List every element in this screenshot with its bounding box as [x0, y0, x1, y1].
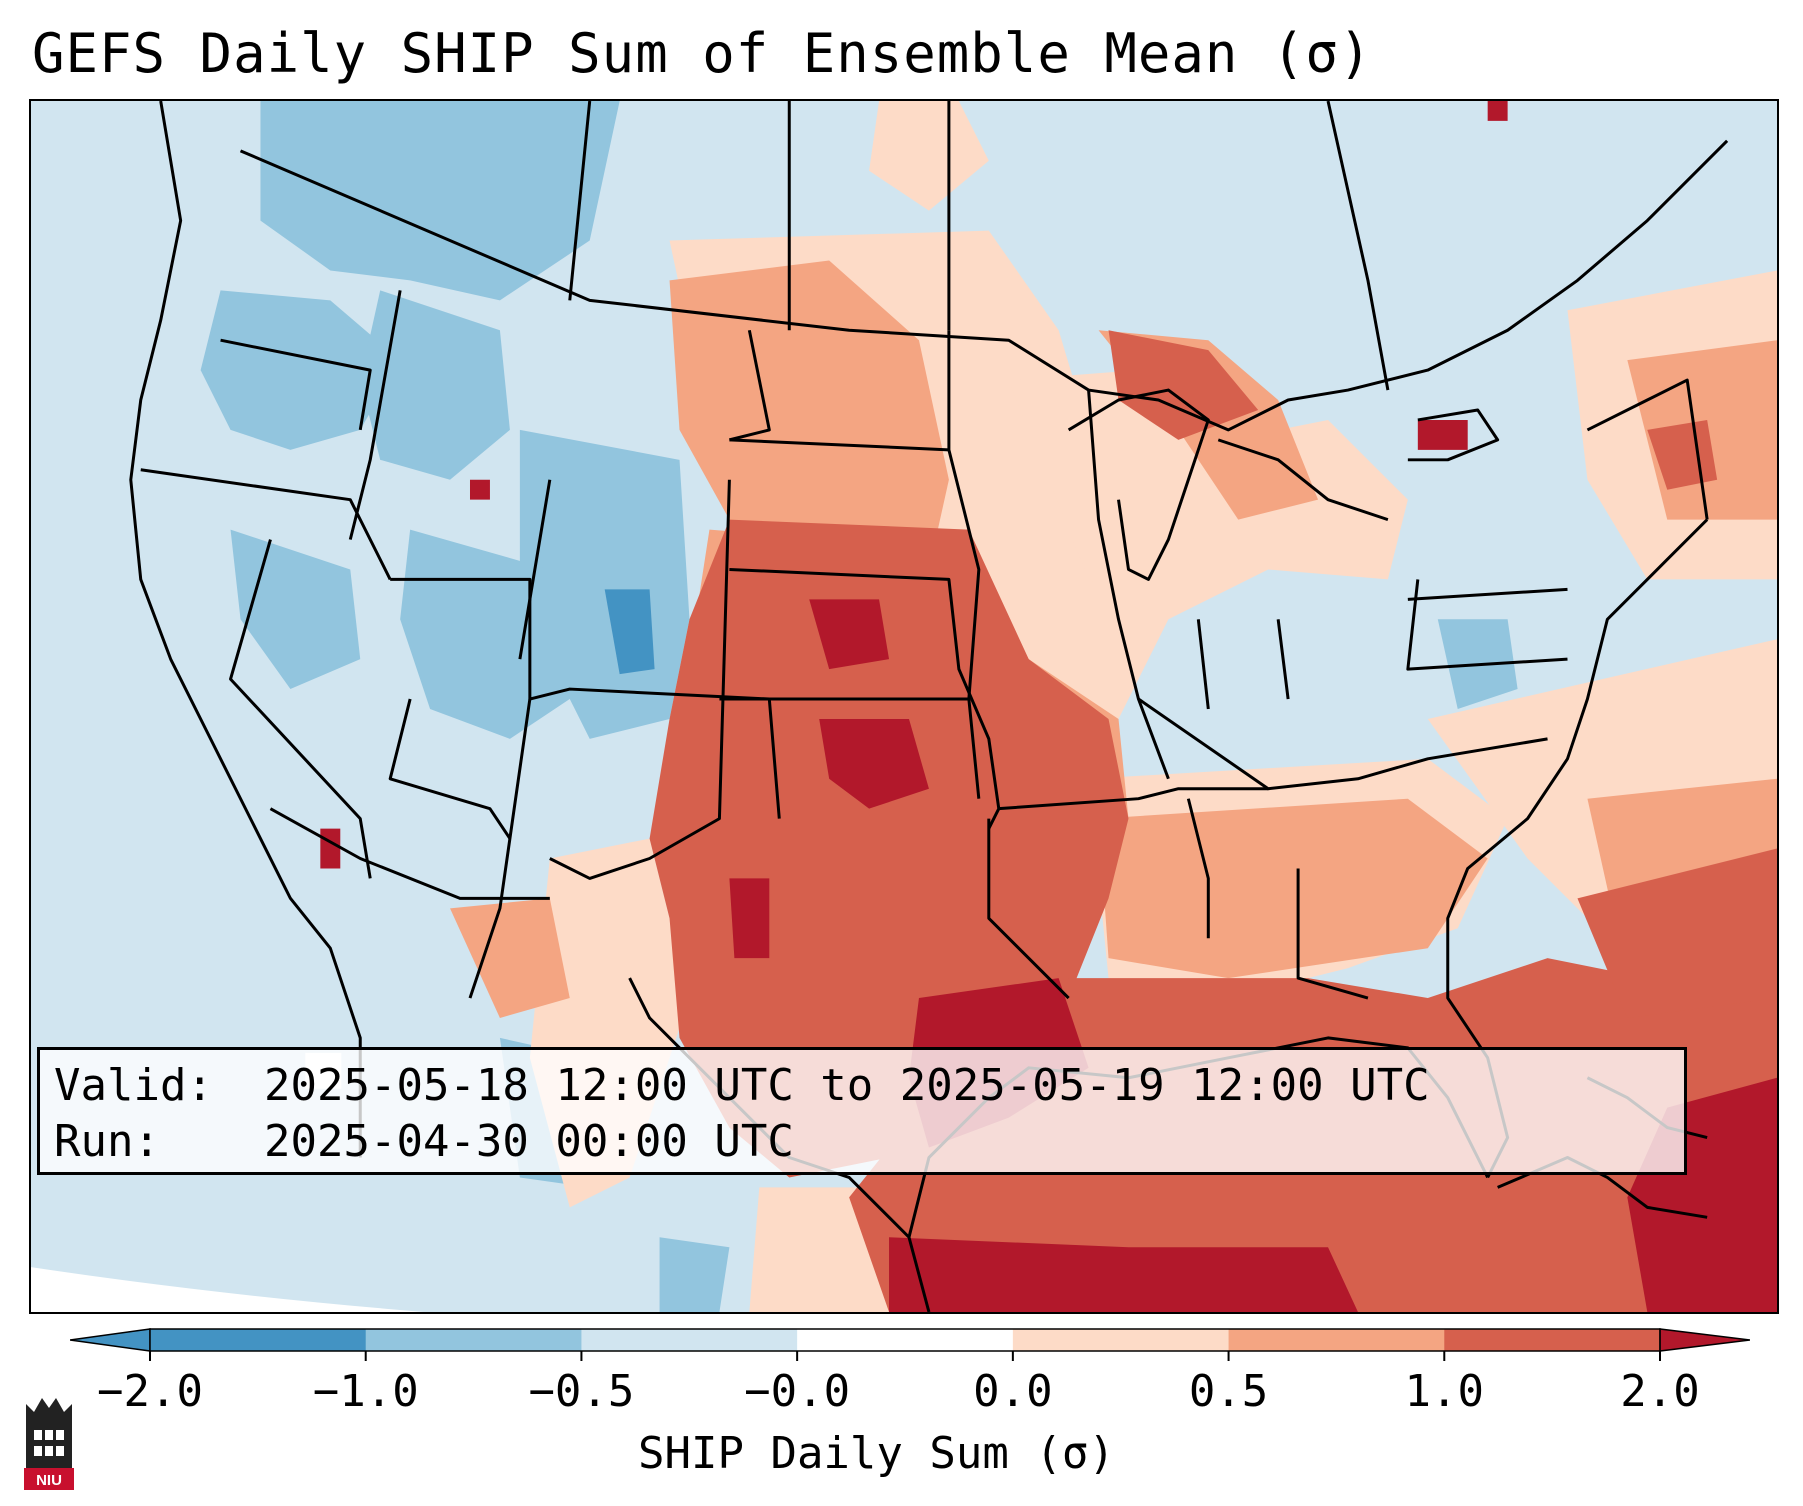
valid-run-info-box: Valid: 2025-05-18 12:00 UTC to 2025-05-19…	[37, 1047, 1687, 1175]
colorbar-segment	[1444, 1329, 1661, 1351]
negative-anomaly-zones	[200, 101, 1518, 1312]
colorbar-extend-max	[1659, 1328, 1750, 1352]
valid-value: 2025-05-18 12:00 UTC to 2025-05-19 12:00…	[264, 1060, 1430, 1111]
colorbar-tick-label: −0.0	[744, 1366, 851, 1417]
colorbar-tick-label: −2.0	[97, 1366, 203, 1417]
colorbar-segment	[1228, 1329, 1445, 1351]
colorbar-segment	[150, 1329, 367, 1351]
logo-text: NIU	[36, 1472, 62, 1489]
colorbar-segment	[581, 1329, 798, 1351]
colorbar-segment	[365, 1329, 582, 1351]
colorbar-segment	[1012, 1329, 1230, 1351]
outside-domain	[31, 1267, 425, 1312]
colorbar-label: SHIP Daily Sum (σ)	[638, 1428, 1115, 1479]
colorbar-tick-label: 2.0	[1620, 1366, 1700, 1417]
colorbar-segment	[797, 1329, 1014, 1351]
niu-logo: NIU	[24, 1398, 74, 1490]
strong-negative-zones	[604, 589, 655, 675]
colorbar	[70, 1328, 1750, 1361]
colorbar-tick-label: 1.0	[1404, 1366, 1485, 1417]
colorbar-outline	[149, 1328, 1661, 1352]
colorbar-tick-label: 0.5	[1188, 1366, 1269, 1417]
run-label: Run:	[54, 1116, 160, 1167]
run-value: 2025-04-30 00:00 UTC	[264, 1116, 794, 1167]
run-line: Run: 2025-04-30 00:00 UTC	[54, 1114, 1670, 1170]
valid-line: Valid: 2025-05-18 12:00 UTC to 2025-05-19…	[54, 1058, 1670, 1114]
colorbar-extend-min	[70, 1328, 151, 1352]
valid-label: Valid:	[54, 1060, 213, 1111]
chart-title: GEFS Daily SHIP Sum of Ensemble Mean (σ)	[32, 22, 1373, 85]
colorbar-tick-label: −1.0	[312, 1366, 419, 1417]
colorbar-tick-label: −0.5	[528, 1366, 635, 1417]
colorbar-tick-label: 0.0	[973, 1366, 1053, 1417]
